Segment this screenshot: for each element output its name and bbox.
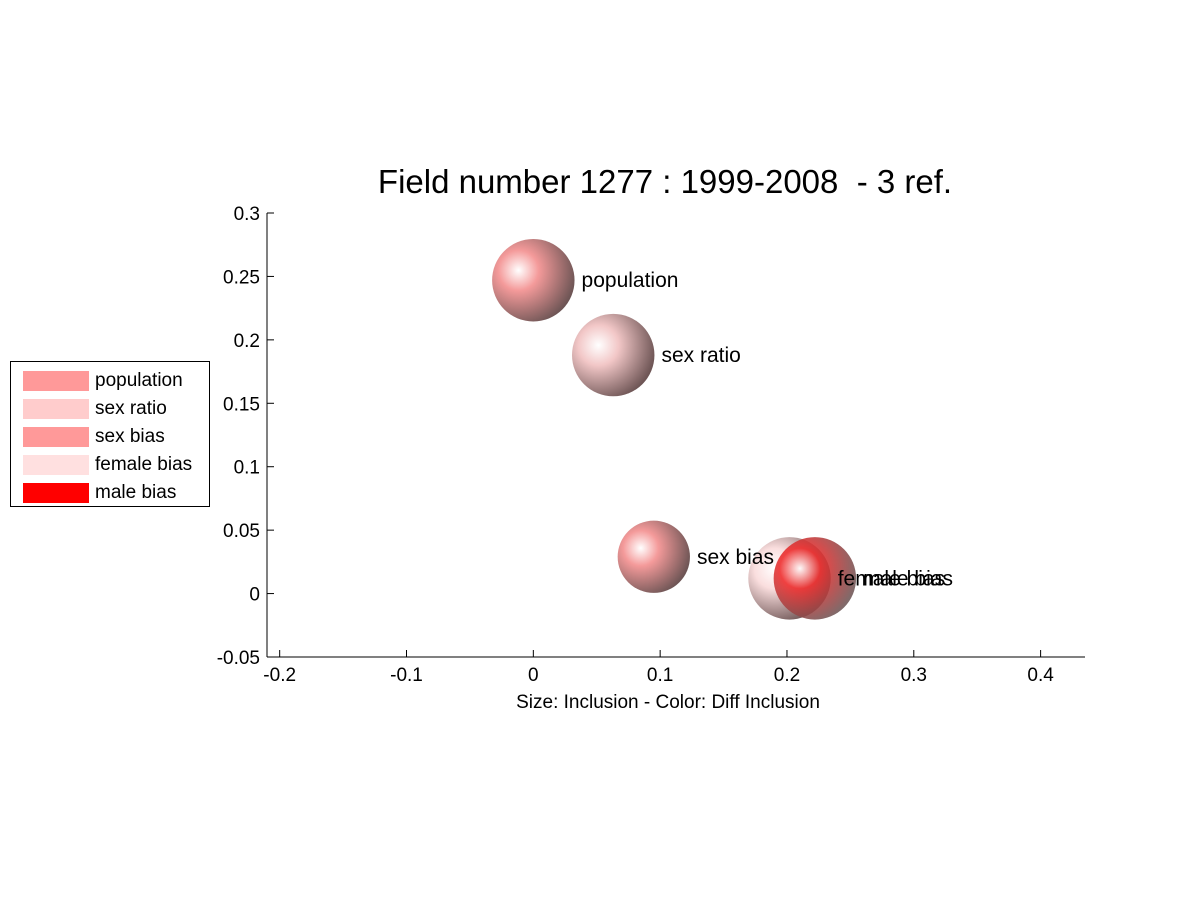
point-label: male bias [863,567,953,590]
y-tick-label: 0.05 [223,521,260,542]
y-tick-label: 0.15 [223,394,260,415]
point-label: sex bias [697,546,774,569]
legend-swatch [23,483,89,503]
legend-item: male bias [23,482,176,504]
x-tick-label: 0.2 [774,665,800,686]
bubble [572,313,655,397]
legend-item: sex bias [23,426,165,448]
legend-label: sex bias [95,426,165,447]
y-tick-label: 0.25 [223,267,260,288]
legend-swatch [23,455,89,475]
legend: population sex ratio sex bias female bia… [10,361,210,507]
bubble [617,520,690,593]
legend-label: male bias [95,482,177,503]
legend-item: population [23,370,183,392]
legend-swatch [23,371,89,391]
bubble [773,537,857,620]
legend-item: sex ratio [23,398,167,420]
x-tick-label: -0.1 [390,665,423,686]
x-tick-label: 0.3 [901,665,927,686]
x-tick-label: 0.4 [1027,665,1054,686]
x-tick-label: 0 [528,665,539,686]
bubble [492,239,575,322]
point-label: female bias [838,567,945,590]
legend-swatch [23,399,89,419]
y-tick-label: 0.1 [234,458,260,479]
y-tick-label: 0.3 [234,204,260,225]
x-tick-label: -0.2 [263,665,296,686]
y-tick-label: -0.05 [217,648,260,669]
y-tick-label: 0.2 [234,331,260,352]
point-labels: population sex ratio sex bias female biasma… [582,269,953,590]
bubbles [492,239,857,620]
chart-title: Field number 1277 : 1999-2008 - 3 ref. [377,163,953,200]
legend-label: population [95,370,183,391]
x-tick-label: 0.1 [647,665,673,686]
legend-item: female bias [23,454,192,476]
point-label: sex ratio [661,344,740,367]
y-tick-label: 0 [249,585,260,606]
x-axis-label: Size: Inclusion - Color: Diff Inclusion [516,692,820,713]
legend-swatch [23,427,89,447]
legend-label: sex ratio [95,398,167,419]
legend-label: female bias [95,454,193,475]
point-label: population [582,269,679,292]
axes: -0.2 -0.1 0 0.1 0.2 0.3 0.4 -0.05 0 0.05 0.1 0.15 0.… [217,204,1085,686]
